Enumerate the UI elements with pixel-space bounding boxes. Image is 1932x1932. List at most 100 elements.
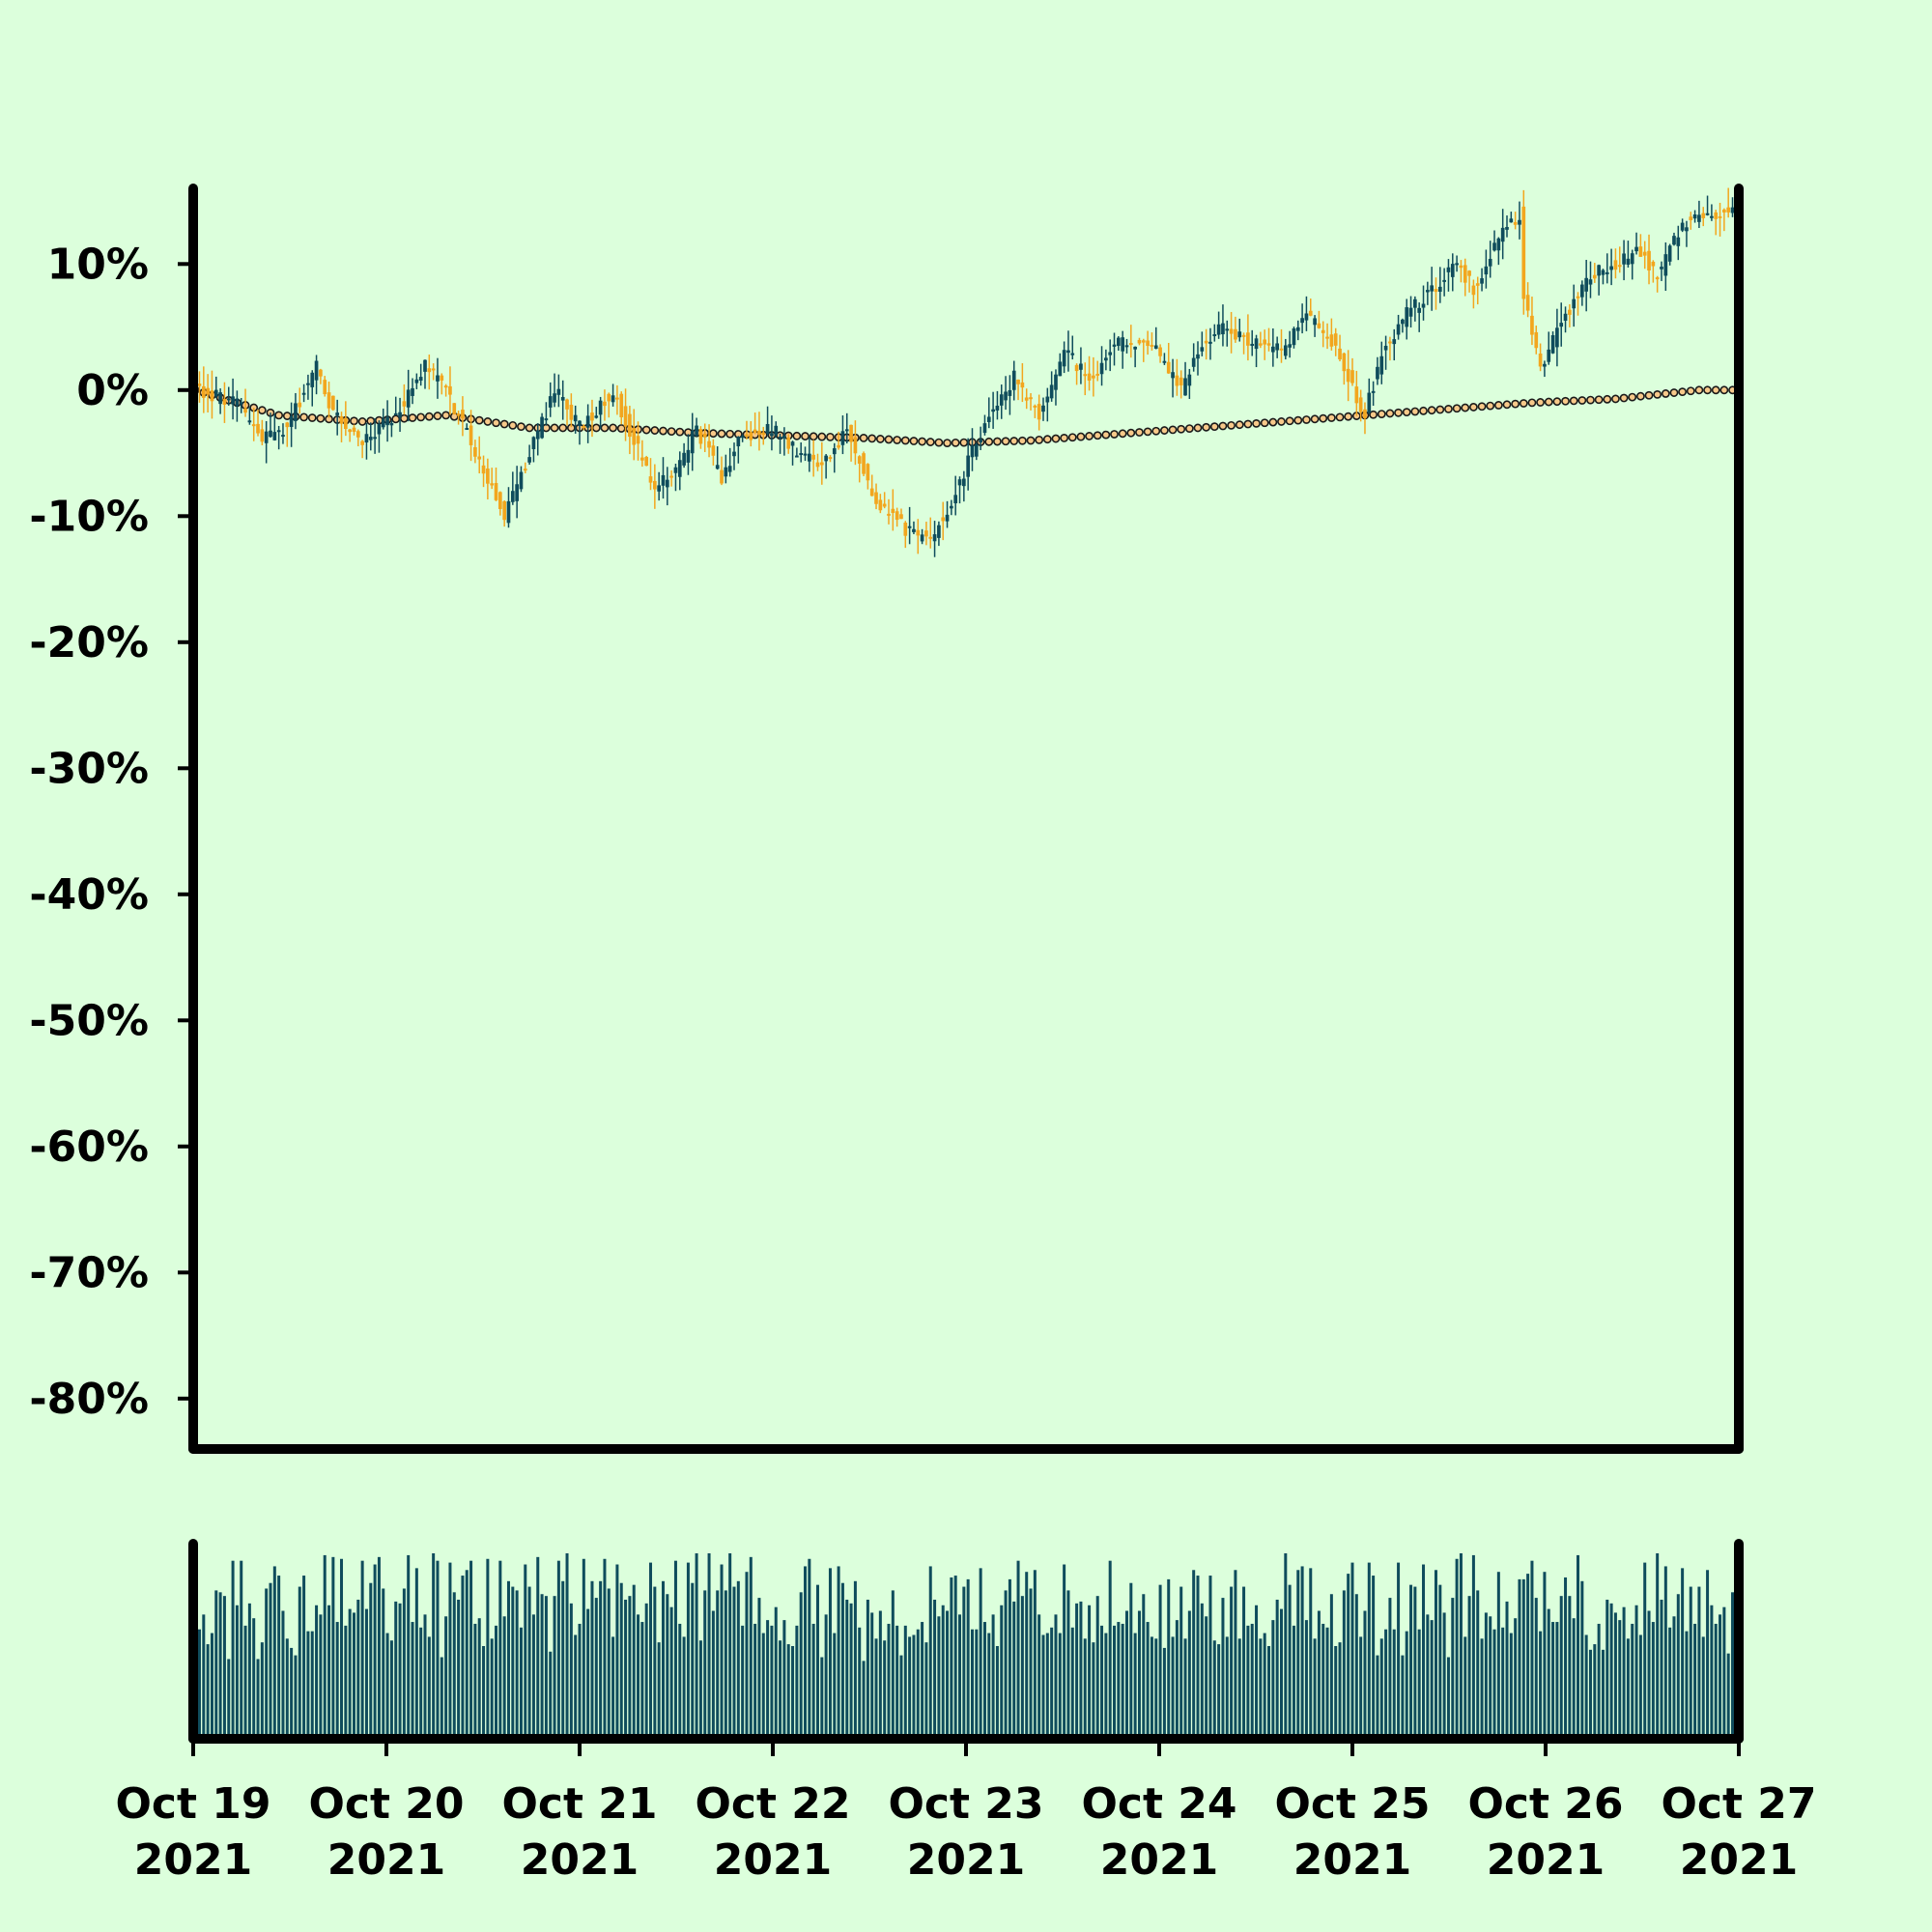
volume-bar	[1663, 1566, 1667, 1739]
volume-bar	[1242, 1586, 1246, 1739]
volume-bar	[661, 1580, 665, 1739]
candle-body	[276, 430, 281, 433]
candle-body	[974, 443, 979, 457]
candle-body	[461, 410, 465, 419]
ma-point	[1653, 389, 1662, 399]
volume-bar	[1100, 1625, 1104, 1739]
candle-body	[844, 429, 849, 432]
ma-point	[1168, 425, 1178, 435]
volume-bar	[728, 1553, 732, 1739]
candle-body	[1500, 227, 1505, 242]
candle-body	[1016, 379, 1020, 384]
candle-body	[1329, 334, 1334, 347]
volume-bar	[569, 1603, 573, 1739]
volume-bar	[891, 1590, 895, 1739]
candle-body	[1187, 374, 1192, 386]
candle-body	[1304, 313, 1309, 321]
candle-body	[1722, 209, 1726, 213]
ma-point	[1076, 432, 1086, 441]
candle-body	[1408, 307, 1413, 317]
candle-body	[1638, 246, 1643, 257]
candle-body	[519, 471, 524, 490]
volume-bar	[1041, 1634, 1045, 1739]
volume-bar	[1634, 1605, 1638, 1739]
candle-body	[1179, 377, 1183, 385]
volume-bar	[1200, 1603, 1204, 1739]
ma-point	[1469, 403, 1478, 412]
volume-bar	[1088, 1605, 1092, 1739]
ma-point	[1310, 414, 1320, 424]
ma-point	[1110, 430, 1119, 439]
ma-point	[1577, 396, 1587, 405]
candle-body	[213, 389, 218, 397]
volume-bar	[1580, 1580, 1584, 1739]
volume-bar	[506, 1580, 510, 1739]
ma-point	[1335, 412, 1345, 422]
volume-bar	[1514, 1618, 1518, 1739]
candle-body	[950, 505, 953, 509]
candle-body	[715, 465, 720, 469]
candle-body	[1730, 207, 1735, 213]
candle-body	[1480, 278, 1484, 284]
candle-body	[878, 499, 883, 511]
candle-body	[1054, 374, 1058, 390]
volume-bar	[1422, 1564, 1426, 1739]
volume-bar	[741, 1625, 745, 1739]
candle-body	[1124, 345, 1129, 348]
candle-body	[828, 457, 833, 460]
x-tick-label: Oct 21 2021	[501, 1779, 657, 1885]
volume-bar	[1250, 1623, 1254, 1739]
candle-body	[1459, 265, 1463, 269]
ma-point	[1093, 431, 1102, 440]
ma-point	[801, 432, 810, 440]
candle-body	[1371, 390, 1376, 393]
candle-body	[1279, 348, 1284, 351]
candle-body	[565, 399, 569, 410]
candle-body	[323, 380, 327, 395]
volume-bar	[808, 1558, 811, 1739]
candle-body	[1225, 328, 1230, 331]
candle-body	[594, 415, 599, 418]
candle-body	[1191, 357, 1196, 367]
ma-point	[1603, 394, 1612, 404]
volume-bar	[1367, 1562, 1371, 1739]
candle-body	[406, 389, 411, 408]
candle-body	[1572, 298, 1577, 309]
candle-body	[377, 423, 382, 435]
candle-body	[1446, 267, 1451, 272]
ma-point	[1444, 404, 1453, 413]
volume-bar	[540, 1594, 544, 1739]
candle-body	[1229, 328, 1234, 334]
volume-bar	[419, 1627, 423, 1739]
candle-body	[1325, 336, 1329, 339]
volume-bar	[281, 1610, 285, 1739]
volume-bar	[1183, 1638, 1187, 1739]
volume-bar	[1284, 1553, 1288, 1739]
ma-point	[1344, 412, 1353, 421]
candle-body	[443, 385, 448, 388]
candle-body	[1033, 405, 1037, 408]
candle-body	[1405, 307, 1409, 327]
candle-body	[1413, 298, 1417, 308]
ma-point	[1085, 432, 1094, 440]
candle-body	[1726, 207, 1731, 213]
volume-bar	[364, 1608, 368, 1739]
ma-point	[1035, 435, 1044, 444]
ma-point	[1126, 428, 1136, 438]
ma-point	[1202, 422, 1211, 432]
volume-bar	[1150, 1636, 1153, 1739]
candle-body	[970, 445, 975, 458]
candle-body	[556, 388, 561, 395]
candle-body	[757, 430, 761, 435]
ma-point	[483, 417, 493, 426]
candle-body	[912, 528, 916, 532]
candle-body	[436, 375, 440, 382]
candle-body	[999, 394, 1004, 406]
volume-bar	[903, 1625, 907, 1739]
volume-bar	[444, 1616, 448, 1739]
ma-point	[1561, 396, 1570, 406]
candle-body	[1396, 324, 1401, 335]
candle-body	[740, 436, 745, 439]
volume-bar	[1593, 1644, 1597, 1739]
candle-body	[1609, 266, 1613, 270]
